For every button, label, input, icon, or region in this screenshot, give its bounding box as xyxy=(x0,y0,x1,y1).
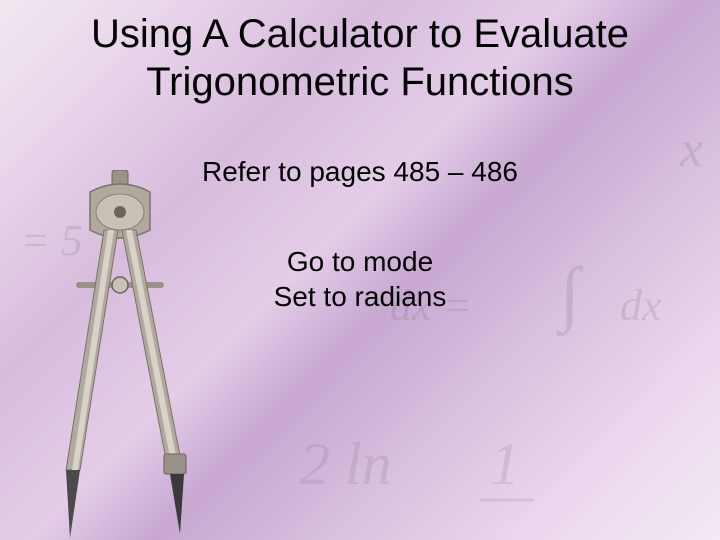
instruction-line-2: Set to radians xyxy=(0,279,720,314)
compass-hinge xyxy=(90,184,150,238)
slide-instructions: Go to mode Set to radians xyxy=(0,244,720,314)
title-text: Using A Calculator to Evaluate Trigonome… xyxy=(30,10,690,106)
slide-title: Using A Calculator to Evaluate Trigonome… xyxy=(0,10,720,106)
compass-pivot-screw xyxy=(114,206,126,218)
compass-illustration xyxy=(20,170,220,540)
compass-needle-tip xyxy=(66,470,80,538)
instruction-line-1: Go to mode xyxy=(0,244,720,279)
bg-equation: 2 ln xyxy=(300,430,392,499)
slide-subtitle: Refer to pages 485 – 486 xyxy=(0,156,720,188)
subtitle-text: Refer to pages 485 – 486 xyxy=(202,156,518,187)
bg-equation: — xyxy=(480,460,533,529)
bg-equation: 1 xyxy=(490,430,520,499)
compass-hinge-plate xyxy=(96,194,144,230)
slide-container: = 5 dx = ∫ dx 2 ln 1 — x Using A Calcula… xyxy=(0,0,720,540)
compass-pencil-clamp xyxy=(164,454,186,474)
compass-pencil-tip xyxy=(170,474,184,534)
